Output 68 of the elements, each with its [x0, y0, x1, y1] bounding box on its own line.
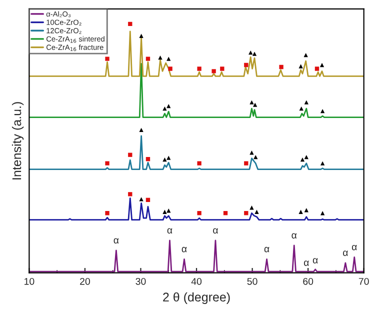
- annotation: α: [343, 250, 348, 256]
- point: [314, 66, 320, 71]
- point: [197, 211, 202, 216]
- x-tick-label: 20: [80, 278, 90, 285]
- point: [300, 158, 305, 162]
- point: [320, 161, 325, 166]
- point: [244, 161, 248, 166]
- annotation: α: [304, 260, 309, 266]
- point: [252, 102, 258, 107]
- x-tick-label: 50: [247, 278, 258, 285]
- point: [146, 56, 150, 61]
- point: [105, 56, 110, 61]
- point: [162, 106, 167, 111]
- point: [299, 106, 304, 111]
- annotation: α: [182, 246, 187, 252]
- point: [250, 206, 254, 210]
- point: [168, 66, 172, 71]
- annotation: α: [213, 228, 218, 234]
- point: [146, 157, 150, 162]
- point: [223, 211, 228, 216]
- y-axis-title: Intensity (a.u.): [12, 102, 24, 180]
- point: [279, 64, 284, 70]
- point: [128, 152, 132, 157]
- point: [298, 64, 303, 68]
- x-axis-title: 2 θ (degree): [163, 292, 230, 304]
- x-tick-label: 40: [191, 278, 202, 285]
- point: [139, 197, 144, 202]
- point: [298, 210, 303, 214]
- point: [197, 161, 202, 166]
- point: [162, 210, 167, 214]
- point: [320, 211, 325, 216]
- point: [304, 155, 308, 160]
- point: [304, 100, 308, 104]
- point: [139, 128, 144, 132]
- point: [105, 211, 110, 216]
- point: [244, 62, 248, 68]
- point: [248, 50, 253, 55]
- point: [166, 56, 171, 61]
- x-tick-label: 60: [303, 278, 314, 285]
- point: [304, 52, 308, 58]
- point: [128, 22, 132, 26]
- point: [146, 198, 150, 202]
- point: [212, 69, 216, 74]
- x-tick-label: 10: [24, 278, 34, 285]
- point: [166, 156, 171, 160]
- point: [254, 210, 259, 214]
- point: [244, 211, 248, 216]
- annotation: α: [167, 228, 172, 234]
- annotation: α: [292, 233, 297, 239]
- point: [220, 66, 224, 71]
- annotation: α: [352, 244, 357, 250]
- point: [166, 104, 171, 108]
- point: [162, 158, 167, 162]
- point: [252, 52, 257, 56]
- point: [139, 34, 144, 38]
- annotation: α: [114, 238, 119, 244]
- point: [105, 161, 110, 166]
- point: [158, 55, 162, 60]
- point: [320, 62, 324, 68]
- point: [197, 66, 202, 71]
- point: [250, 100, 254, 104]
- x-tick-label: 70: [358, 278, 369, 285]
- annotation: α: [312, 258, 318, 264]
- x-tick-label: 30: [136, 278, 146, 285]
- annotation: α: [264, 246, 270, 252]
- point: [250, 150, 254, 155]
- point: [320, 108, 325, 114]
- point: [128, 192, 132, 196]
